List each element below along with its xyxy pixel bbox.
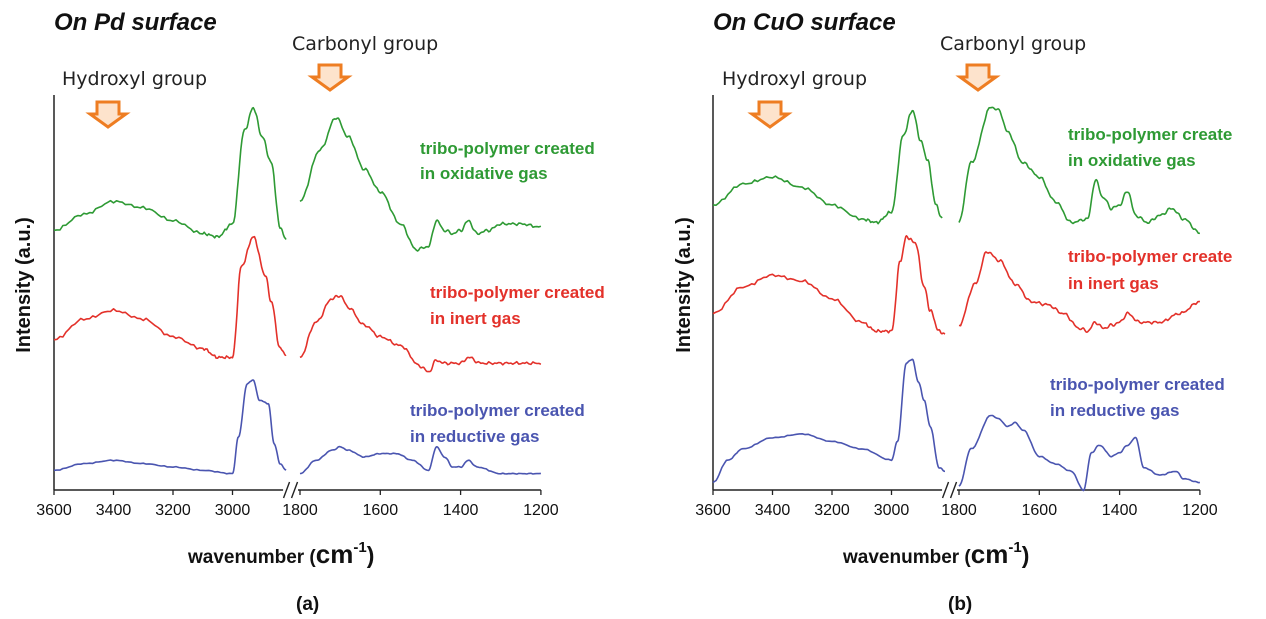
series-label-oxidative-line2: in oxidative gas	[420, 164, 548, 183]
series-line-reductive-low	[299, 445, 541, 475]
x-tick-label: 1800	[282, 502, 318, 519]
x-tick-label: 3600	[695, 502, 731, 519]
series-line-oxidative-high	[53, 106, 287, 240]
x-tick-label: 3200	[155, 502, 191, 519]
series-label-inert: tribo-polymer create	[1068, 247, 1232, 266]
carbonyl-arrow-icon	[955, 63, 1001, 92]
panel-title: On CuO surface	[713, 9, 896, 36]
series-label-inert-line2: in inert gas	[1068, 274, 1159, 293]
panel-title: On Pd surface	[54, 9, 217, 36]
carbonyl-arrow-icon	[307, 63, 353, 92]
panel-a: On Pd surface Hydroxyl group Carbonyl grou…	[13, 9, 605, 615]
hydroxyl-group-label: Hydroxyl group	[722, 68, 867, 90]
series-line-oxidative-low	[958, 106, 1200, 235]
series-line-inert-high	[53, 235, 287, 360]
series-label-reductive-line2: in reductive gas	[410, 427, 539, 446]
x-axis-label: wavenumber (cm-1)	[187, 539, 374, 569]
x-tick-label: 3400	[755, 502, 791, 519]
x-tick-label: 1800	[941, 502, 977, 519]
x-tick-label: 3600	[36, 502, 72, 519]
series-line-inert-high	[712, 235, 946, 335]
series-label-reductive-line2: in reductive gas	[1050, 401, 1179, 420]
hydroxyl-group-label: Hydroxyl group	[62, 68, 207, 90]
axis-break-mark	[949, 481, 958, 499]
x-axis-label: wavenumber (cm-1)	[842, 539, 1029, 569]
series-label-reductive: tribo-polymer created	[410, 401, 585, 420]
x-tick-label: 3000	[215, 502, 251, 519]
series-label-oxidative-line2: in oxidative gas	[1068, 151, 1196, 170]
x-tick-label: 1600	[1022, 502, 1058, 519]
x-tick-label: 1200	[1182, 502, 1218, 519]
series-line-reductive-high	[712, 358, 946, 484]
x-tick-label: 3200	[814, 502, 850, 519]
series-line-oxidative-low	[299, 117, 542, 252]
series-label-oxidative: tribo-polymer create	[1068, 125, 1232, 144]
axis-break-mark	[941, 481, 950, 499]
hydroxyl-arrow-icon	[85, 100, 131, 129]
series-label-oxidative: tribo-polymer created	[420, 139, 595, 158]
panel-label: (a)	[296, 594, 319, 615]
x-tick-label: 1200	[523, 502, 559, 519]
carbonyl-group-label: Carbonyl group	[292, 33, 438, 55]
panel-b: On CuO surface Hydroxyl group Carbonyl gro…	[673, 9, 1232, 615]
series-line-inert-low	[958, 251, 1201, 333]
x-tick-label: 3000	[874, 502, 910, 519]
x-tick-label: 3400	[96, 502, 132, 519]
x-tick-label: 1400	[443, 502, 479, 519]
series-line-oxidative-high	[712, 109, 943, 225]
series-label-inert: tribo-polymer created	[430, 283, 605, 302]
series-label-inert-line2: in inert gas	[430, 309, 521, 328]
series-line-reductive-high	[53, 379, 287, 475]
panel-label: (b)	[948, 594, 972, 615]
y-axis-label: Intensity (a.u.)	[13, 217, 35, 353]
carbonyl-group-label: Carbonyl group	[940, 33, 1086, 55]
series-line-inert-low	[299, 294, 542, 373]
x-tick-label: 1400	[1102, 502, 1138, 519]
y-axis-label: Intensity (a.u.)	[673, 217, 695, 353]
series-line-reductive-low	[958, 414, 1200, 492]
axis-break-mark	[290, 481, 299, 499]
x-tick-label: 1600	[363, 502, 399, 519]
hydroxyl-arrow-icon	[747, 100, 793, 129]
series-label-reductive: tribo-polymer created	[1050, 375, 1225, 394]
axis-break-mark	[282, 481, 291, 499]
